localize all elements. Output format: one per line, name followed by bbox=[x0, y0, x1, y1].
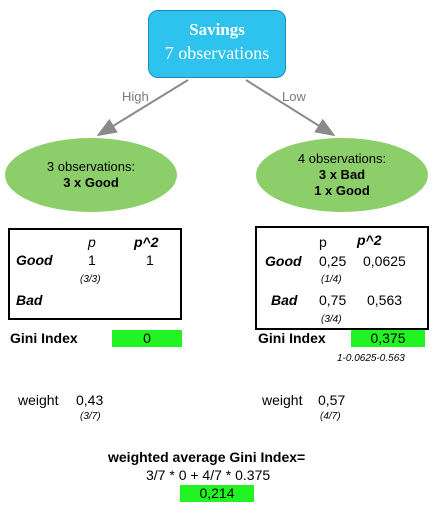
right-weight-label: weight bbox=[262, 392, 303, 408]
right-gini-value: 0,375 bbox=[351, 330, 425, 347]
right-good-p2: 0,0625 bbox=[363, 253, 406, 269]
edge-label-high: High bbox=[122, 89, 149, 104]
summary-formula: 3/7 * 0 + 4/7 * 0.375 bbox=[146, 467, 271, 483]
summary-title: weighted average Gini Index= bbox=[108, 449, 306, 465]
leaf-node-low: 4 observations: 3 x Bad 1 x Good bbox=[256, 138, 428, 212]
leaf-low-count: 4 observations: bbox=[297, 151, 387, 166]
left-good-p: 1 bbox=[88, 252, 96, 268]
left-row-bad-label: Bad bbox=[16, 292, 43, 308]
right-col-p: p bbox=[319, 234, 327, 250]
left-probability-table: p p^2 Good 1 1 (3/3) Bad bbox=[8, 228, 182, 320]
left-weight-label: weight bbox=[18, 392, 59, 408]
leaf-low-class-bad: 3 x Bad bbox=[318, 167, 366, 182]
left-col-p2: p^2 bbox=[134, 234, 159, 250]
right-good-p: 0,25 bbox=[319, 253, 347, 269]
right-probability-table: p p^2 Good 0,25 0,0625 (1/4) Bad 0,75 0,… bbox=[255, 226, 429, 330]
edge-high-arrow bbox=[96, 79, 189, 137]
right-col-p2: p^2 bbox=[357, 232, 382, 248]
leaf-high-count: 3 observations: bbox=[46, 159, 136, 174]
leaf-low-class-good: 1 x Good bbox=[314, 183, 370, 198]
left-good-note: (3/3) bbox=[80, 274, 101, 285]
right-row-bad-label: Bad bbox=[271, 292, 298, 308]
summary-value: 0,214 bbox=[180, 485, 254, 502]
left-weight-note: (3/7) bbox=[80, 411, 101, 422]
leaf-high-class: 3 x Good bbox=[63, 175, 119, 190]
right-weight-note: (4/7) bbox=[320, 411, 341, 422]
left-gini-value: 0 bbox=[112, 330, 182, 347]
right-bad-note: (3/4) bbox=[321, 314, 342, 325]
right-bad-p2: 0,563 bbox=[367, 292, 403, 308]
right-row-good-label: Good bbox=[265, 253, 302, 269]
left-weight-value: 0,43 bbox=[76, 392, 104, 408]
right-good-note: (1/4) bbox=[321, 274, 342, 285]
leaf-node-high: 3 observations: 3 x Good bbox=[5, 138, 177, 212]
left-row-good-label: Good bbox=[16, 252, 53, 268]
left-good-p2: 1 bbox=[146, 252, 154, 268]
right-gini-formula: 1-0.0625-0.563 bbox=[337, 353, 405, 364]
root-node-savings: Savings 7 observations bbox=[148, 10, 286, 78]
edge-label-low: Low bbox=[282, 89, 306, 104]
root-title: Savings bbox=[189, 20, 245, 39]
right-gini-label: Gini Index bbox=[258, 330, 326, 346]
right-weight-value: 0,57 bbox=[318, 392, 346, 408]
left-col-p: p bbox=[88, 234, 96, 250]
right-bad-p: 0,75 bbox=[319, 292, 347, 308]
left-gini-label: Gini Index bbox=[10, 330, 78, 346]
edge-low-arrow bbox=[245, 79, 336, 137]
root-subtitle: 7 observations bbox=[164, 43, 270, 63]
